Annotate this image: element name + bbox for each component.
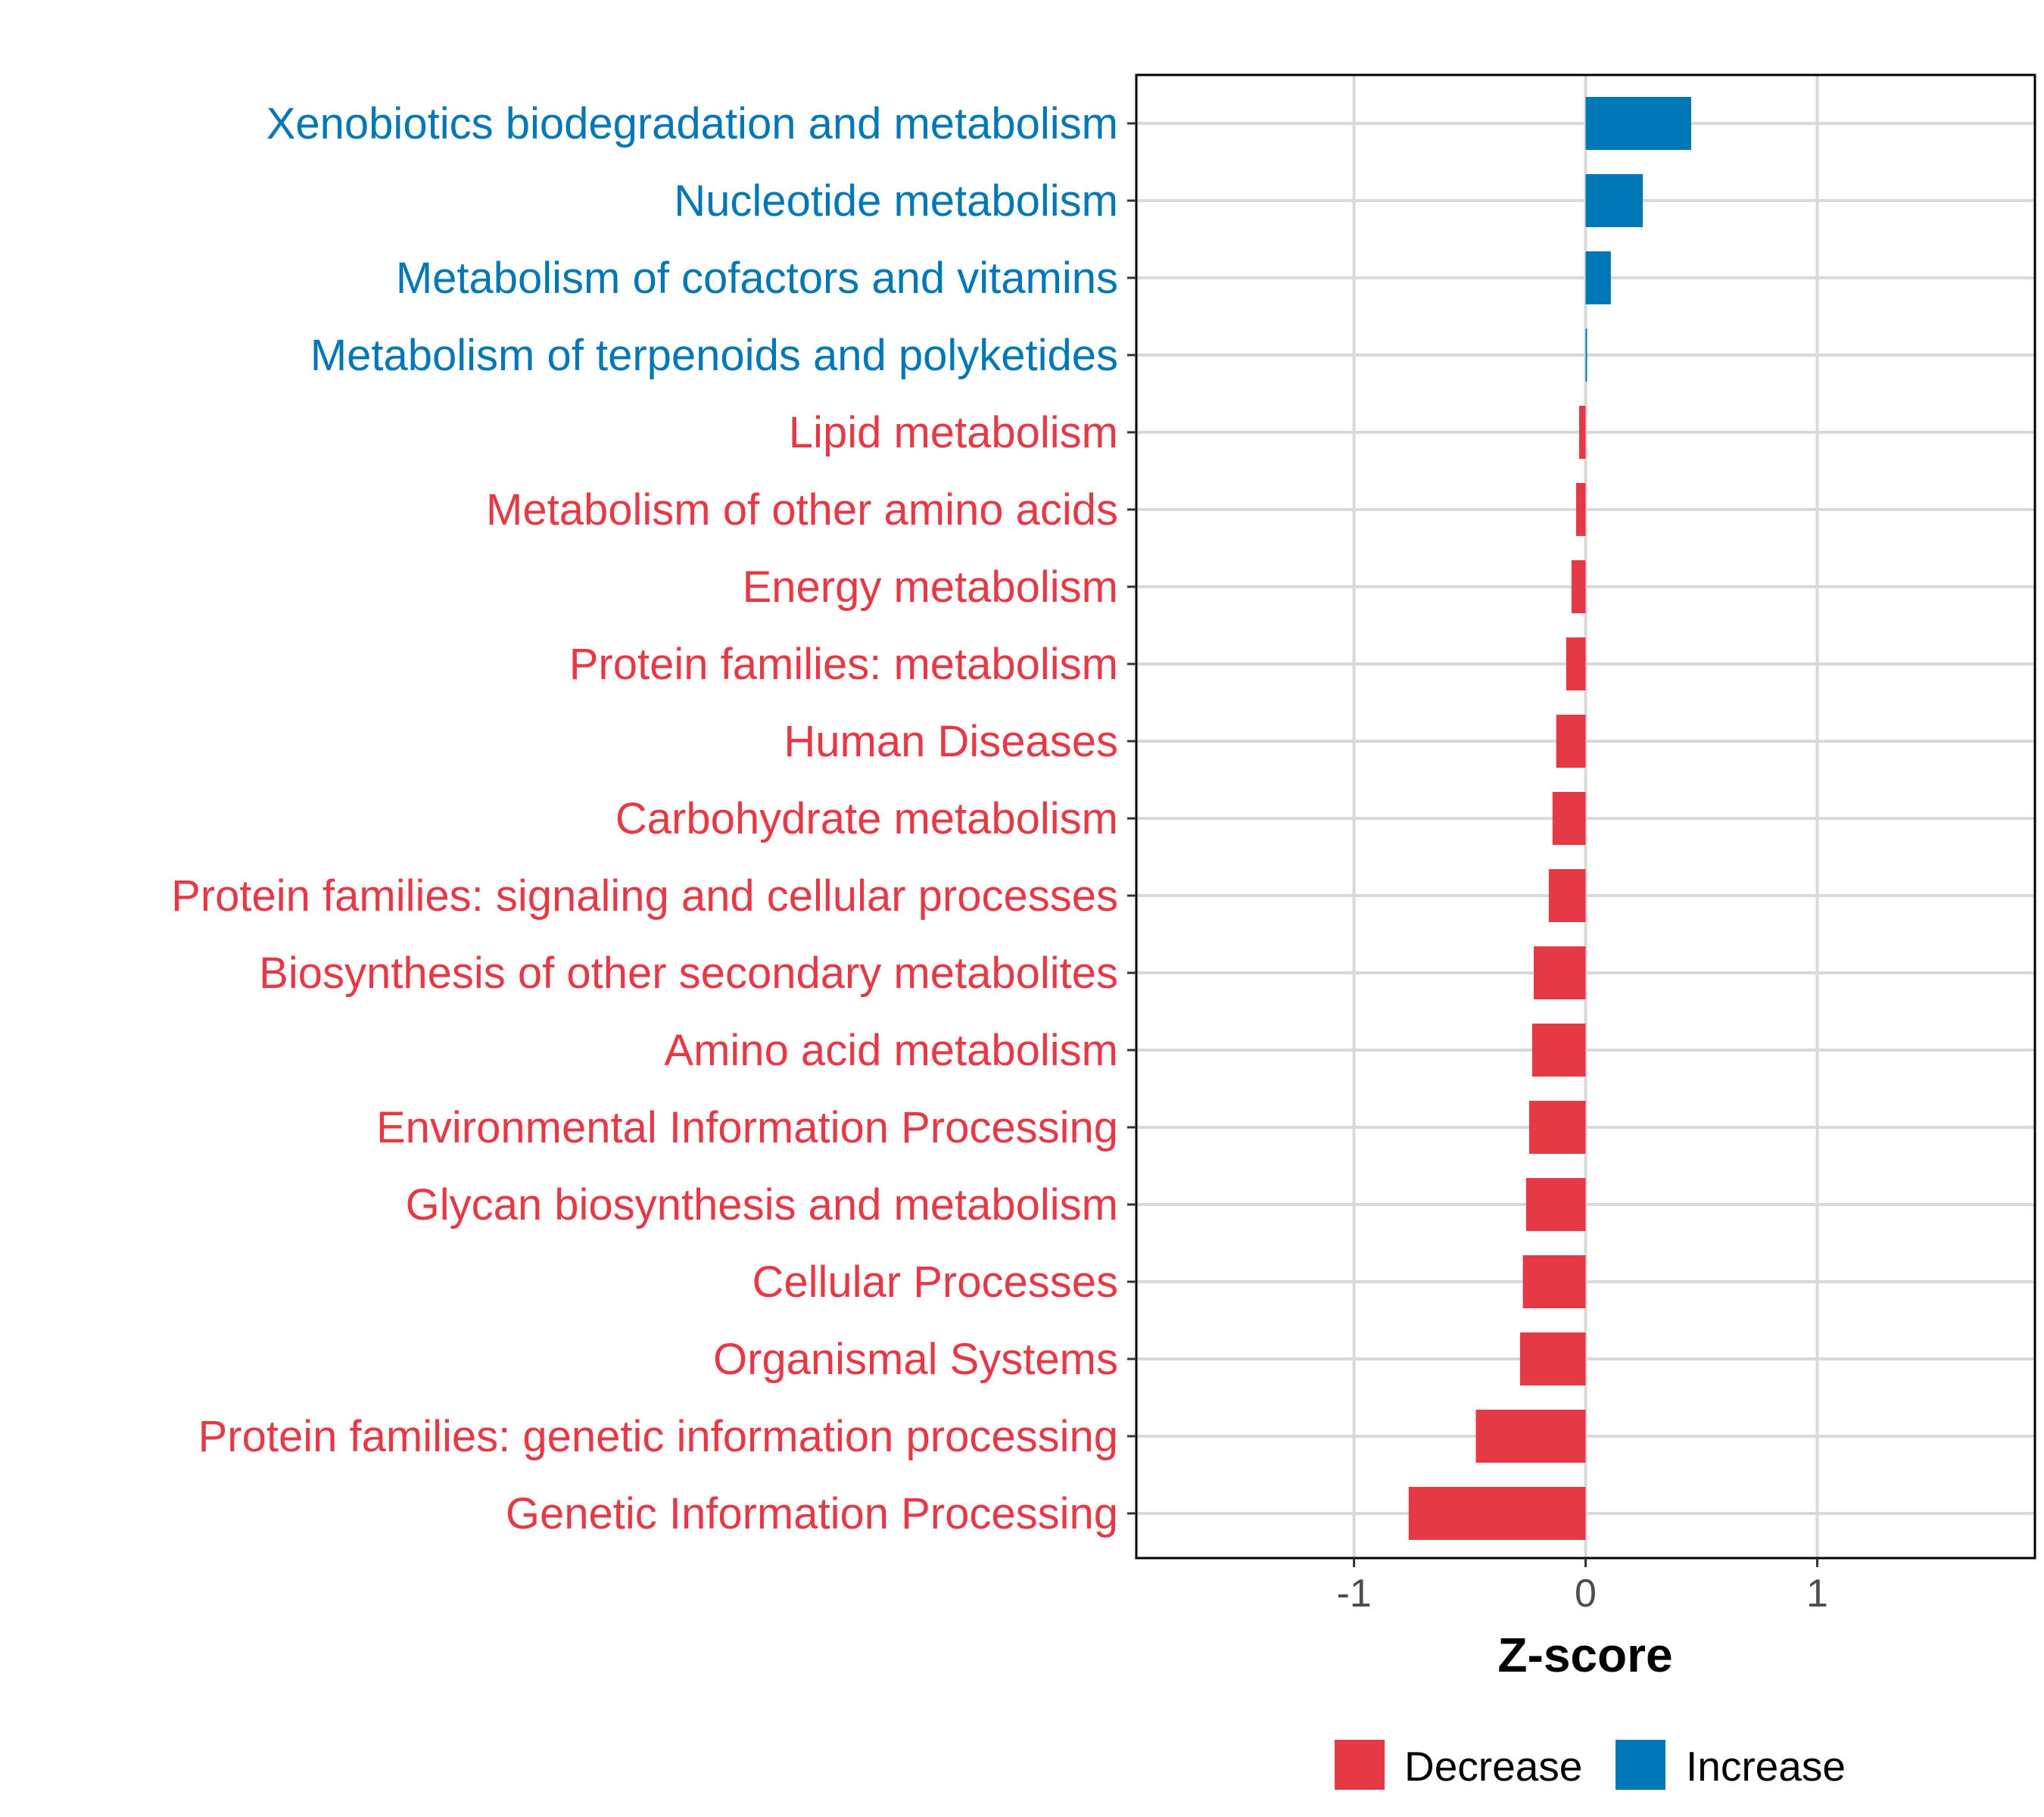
bar	[1548, 869, 1586, 922]
bars	[1408, 97, 1692, 1540]
y-tick-label: Human Diseases	[784, 717, 1118, 766]
bar	[1585, 174, 1644, 227]
y-tick-label: Genetic Information Processing	[506, 1489, 1118, 1538]
y-tick-label: Lipid metabolism	[789, 408, 1118, 457]
bar	[1519, 1332, 1586, 1385]
y-tick-label: Xenobiotics biodegradation and metabolis…	[266, 99, 1118, 148]
y-tick-label: Organismal Systems	[713, 1335, 1118, 1384]
bar	[1408, 1487, 1586, 1540]
bar	[1531, 1024, 1586, 1077]
bar	[1556, 715, 1586, 768]
bar	[1475, 1410, 1586, 1463]
x-axis-title: Z-score	[1497, 1628, 1672, 1682]
y-tick-label: Metabolism of other amino acids	[486, 485, 1118, 535]
bar	[1585, 329, 1588, 382]
y-tick-label: Biosynthesis of other secondary metaboli…	[259, 949, 1118, 998]
legend-label-decrease: Decrease	[1404, 1743, 1582, 1790]
x-tick-label: -1	[1336, 1572, 1371, 1616]
y-tick-label: Protein families: genetic information pr…	[198, 1412, 1118, 1461]
y-tick-label: Environmental Information Processing	[376, 1103, 1118, 1152]
legend: Decrease Increase	[1335, 1740, 1846, 1790]
bar	[1552, 792, 1586, 845]
y-tick-label: Glycan biosynthesis and metabolism	[406, 1180, 1118, 1230]
x-tick-label: 1	[1806, 1572, 1828, 1616]
legend-key-increase	[1616, 1740, 1665, 1790]
legend-key-decrease	[1335, 1740, 1385, 1790]
y-tick-label: Protein families: metabolism	[569, 640, 1118, 689]
y-tick-label: Carbohydrate metabolism	[615, 794, 1118, 843]
bar	[1533, 946, 1586, 999]
bar	[1585, 251, 1611, 304]
y-tick-label: Nucleotide metabolism	[674, 176, 1118, 226]
bar	[1585, 97, 1692, 150]
bar	[1571, 560, 1586, 613]
bar	[1525, 1178, 1586, 1231]
bar	[1575, 483, 1586, 536]
y-tick-label: Metabolism of terpenoids and polyketides	[310, 331, 1118, 380]
y-axis-labels: Xenobiotics biodegradation and metabolis…	[171, 99, 1136, 1538]
bar	[1566, 637, 1586, 690]
y-tick-label: Amino acid metabolism	[664, 1026, 1118, 1075]
legend-label-increase: Increase	[1686, 1743, 1846, 1790]
bar	[1522, 1255, 1586, 1308]
y-tick-label: Energy metabolism	[743, 563, 1118, 612]
y-tick-label: Cellular Processes	[752, 1258, 1118, 1307]
y-tick-label: Protein families: signaling and cellular…	[171, 871, 1118, 921]
x-axis-ticks: -1 0 1	[1336, 1558, 1828, 1616]
bar	[1578, 406, 1586, 459]
x-tick-label: 0	[1575, 1572, 1597, 1616]
bar	[1528, 1101, 1586, 1154]
y-tick-label: Metabolism of cofactors and vitamins	[396, 254, 1118, 303]
